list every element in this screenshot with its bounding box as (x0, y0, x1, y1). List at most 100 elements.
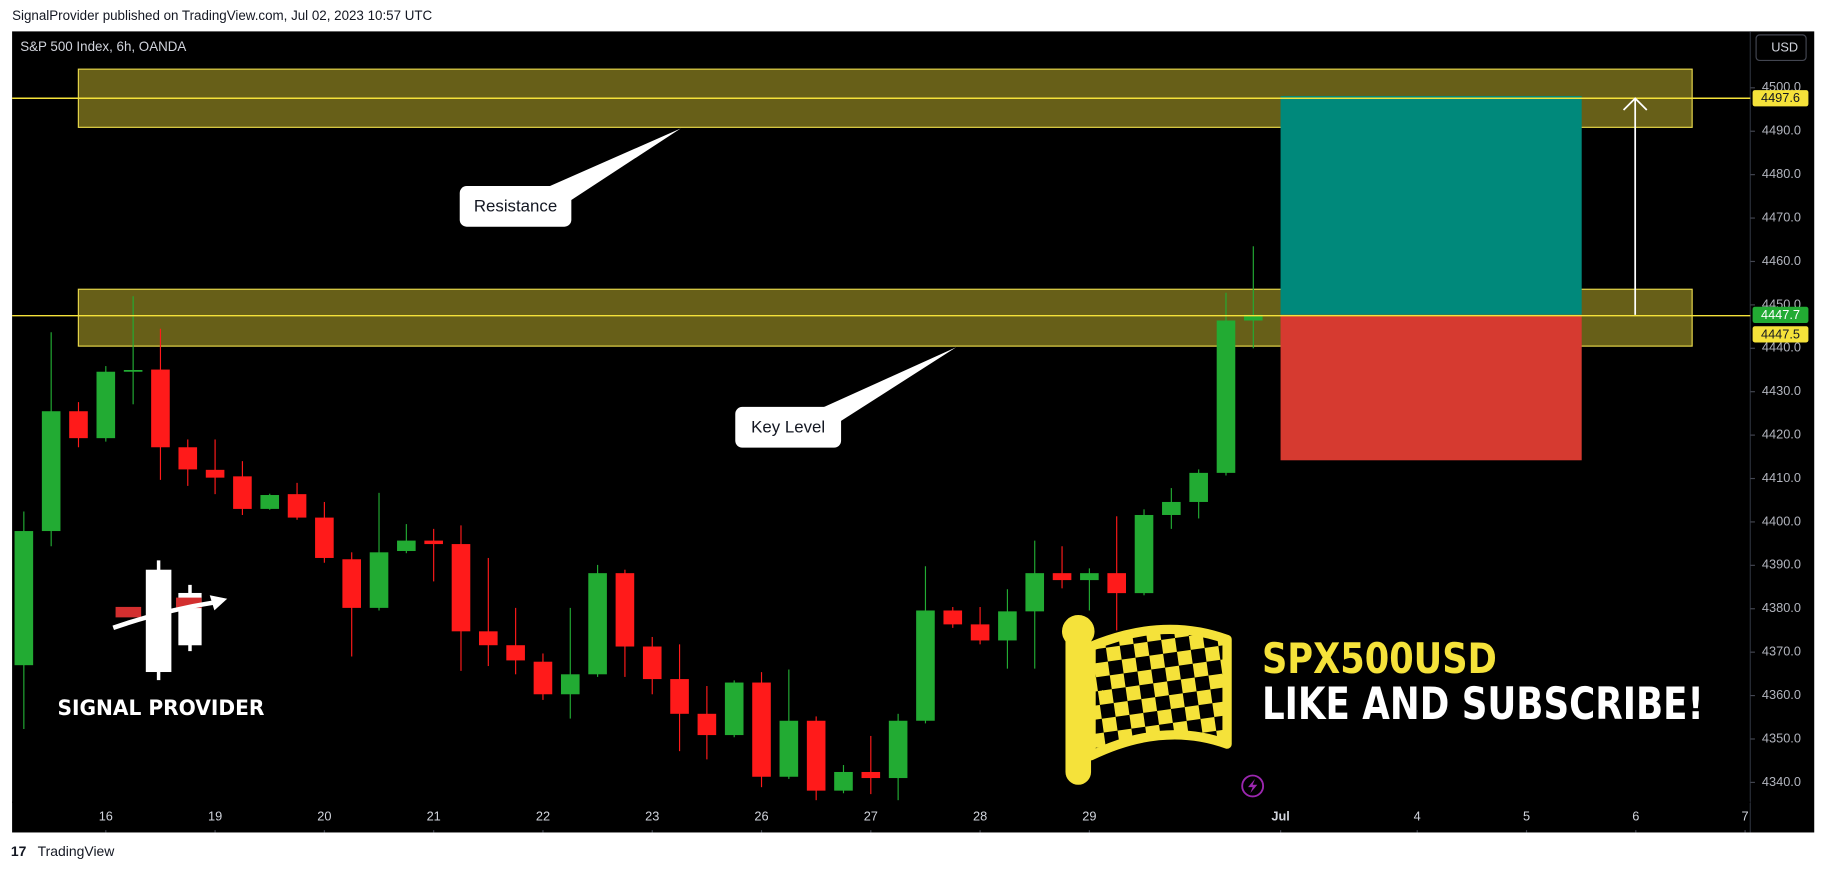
candle-body (451, 544, 471, 632)
profit-zone (1280, 96, 1582, 315)
candle-body (287, 494, 307, 518)
callout-pointer (818, 347, 957, 421)
candle-body (315, 517, 334, 558)
candle-body (943, 610, 963, 625)
x-tick-label: 5 (1523, 809, 1530, 824)
logo-text: SIGNAL PROVIDER (57, 696, 264, 720)
x-tick-label: 16 (99, 809, 113, 824)
y-tick-label: 4380.0 (1762, 600, 1801, 615)
candle-body (1134, 514, 1154, 594)
candle-body (14, 531, 34, 666)
y-tick-label: 4480.0 (1762, 166, 1801, 181)
loss-zone (1280, 314, 1582, 461)
candle-body (369, 552, 389, 608)
candle-body (615, 573, 635, 647)
y-tick-label: 4430.0 (1762, 383, 1801, 398)
candle-body (1162, 501, 1181, 515)
candle-body (41, 411, 61, 532)
x-tick-label: 6 (1632, 809, 1639, 824)
x-tick-label: 19 (208, 809, 222, 824)
candle-body (1025, 573, 1045, 612)
candle-body (1052, 573, 1072, 581)
subscribe-text: LIKE AND SUBSCRIBE! (1262, 679, 1704, 730)
x-tick-label: 23 (645, 809, 659, 824)
x-tick-label: 27 (864, 809, 878, 824)
candle-body (998, 611, 1017, 641)
y-tick-label: 4360.0 (1762, 687, 1801, 702)
currency-box[interactable] (1755, 34, 1807, 62)
x-tick-label: 20 (317, 809, 331, 824)
currency: USD (1771, 40, 1798, 55)
candle-body (970, 624, 990, 641)
last-price-label: 4447.7 (1761, 307, 1800, 322)
logo (112, 560, 228, 681)
x-tick-label: Jul (1271, 809, 1289, 824)
callout-text: Resistance (474, 196, 557, 215)
x-tick-label: 4 (1414, 809, 1421, 824)
y-tick-label: 4410.0 (1762, 470, 1801, 485)
candle-body (724, 682, 744, 736)
candle-body (424, 540, 443, 545)
candle-body (151, 369, 170, 448)
y-tick-label: 4340.0 (1762, 774, 1801, 789)
level-label: 4497.6 (1761, 90, 1800, 105)
x-tick-label: 21 (427, 809, 441, 824)
y-tick-label: 4400.0 (1762, 513, 1801, 528)
lightning-icon[interactable] (1241, 774, 1265, 798)
y-tick-label: 4470.0 (1762, 209, 1801, 224)
callout-box (735, 406, 842, 448)
candle-body (697, 713, 717, 736)
x-tick-label: 26 (754, 809, 768, 824)
level-label: 4447.5 (1761, 326, 1800, 341)
candle-body (506, 645, 525, 661)
y-tick-label: 4420.0 (1762, 426, 1801, 441)
header: SignalProvider published on TradingView.… (12, 8, 432, 23)
candle-body (642, 646, 662, 680)
candle-body (479, 631, 498, 646)
symbol-text: SPX500USD (1262, 634, 1497, 683)
y-tick-label: 4460.0 (1762, 253, 1801, 268)
candle-body (1080, 573, 1099, 581)
candle-body (533, 661, 553, 695)
candle-body (233, 476, 252, 509)
candle-body (588, 573, 607, 675)
x-tick-label: 29 (1082, 809, 1096, 824)
candle-body (397, 540, 416, 552)
lightning-bolt (1248, 778, 1258, 793)
overlay-layer: Resistance Key Level (12, 97, 1751, 448)
candle-body (670, 679, 689, 714)
last-price-label-bg (1752, 306, 1809, 324)
candle-body (560, 674, 580, 695)
footer-logo: 17 (11, 843, 27, 859)
candle-body (861, 771, 881, 779)
candle-body (69, 411, 88, 439)
candle-body (916, 610, 935, 721)
x-tick-label: 22 (536, 809, 550, 824)
y-tick-label: 4390.0 (1762, 557, 1801, 572)
flag-icon (1061, 615, 1232, 785)
candle-body (888, 720, 908, 779)
candles-layer (14, 246, 1263, 801)
level-label-bg (1752, 90, 1809, 107)
target-arrow-head (1622, 97, 1648, 111)
candle-body (1244, 314, 1263, 321)
candle-body (834, 771, 853, 791)
y-tick-label: 4370.0 (1762, 644, 1801, 659)
candle-body (752, 682, 771, 777)
footer: TradingView (38, 843, 116, 859)
candle-body (96, 371, 116, 439)
candle-body (205, 469, 225, 478)
y-tick-label: 4490.0 (1762, 123, 1801, 138)
x-tick-label: 28 (973, 809, 987, 824)
candle-body (1189, 472, 1208, 502)
chart-title: S&P 500 Index, 6h, OANDA (20, 39, 186, 54)
candle-body (342, 559, 362, 608)
callout-text: Key Level (751, 417, 825, 436)
candle-body (1216, 320, 1236, 473)
y-tick-label: 4350.0 (1762, 730, 1801, 745)
candle-body (260, 495, 280, 509)
callout-box (459, 186, 572, 227)
candle-body (123, 369, 143, 372)
x-tick-label: 7 (1742, 809, 1749, 824)
